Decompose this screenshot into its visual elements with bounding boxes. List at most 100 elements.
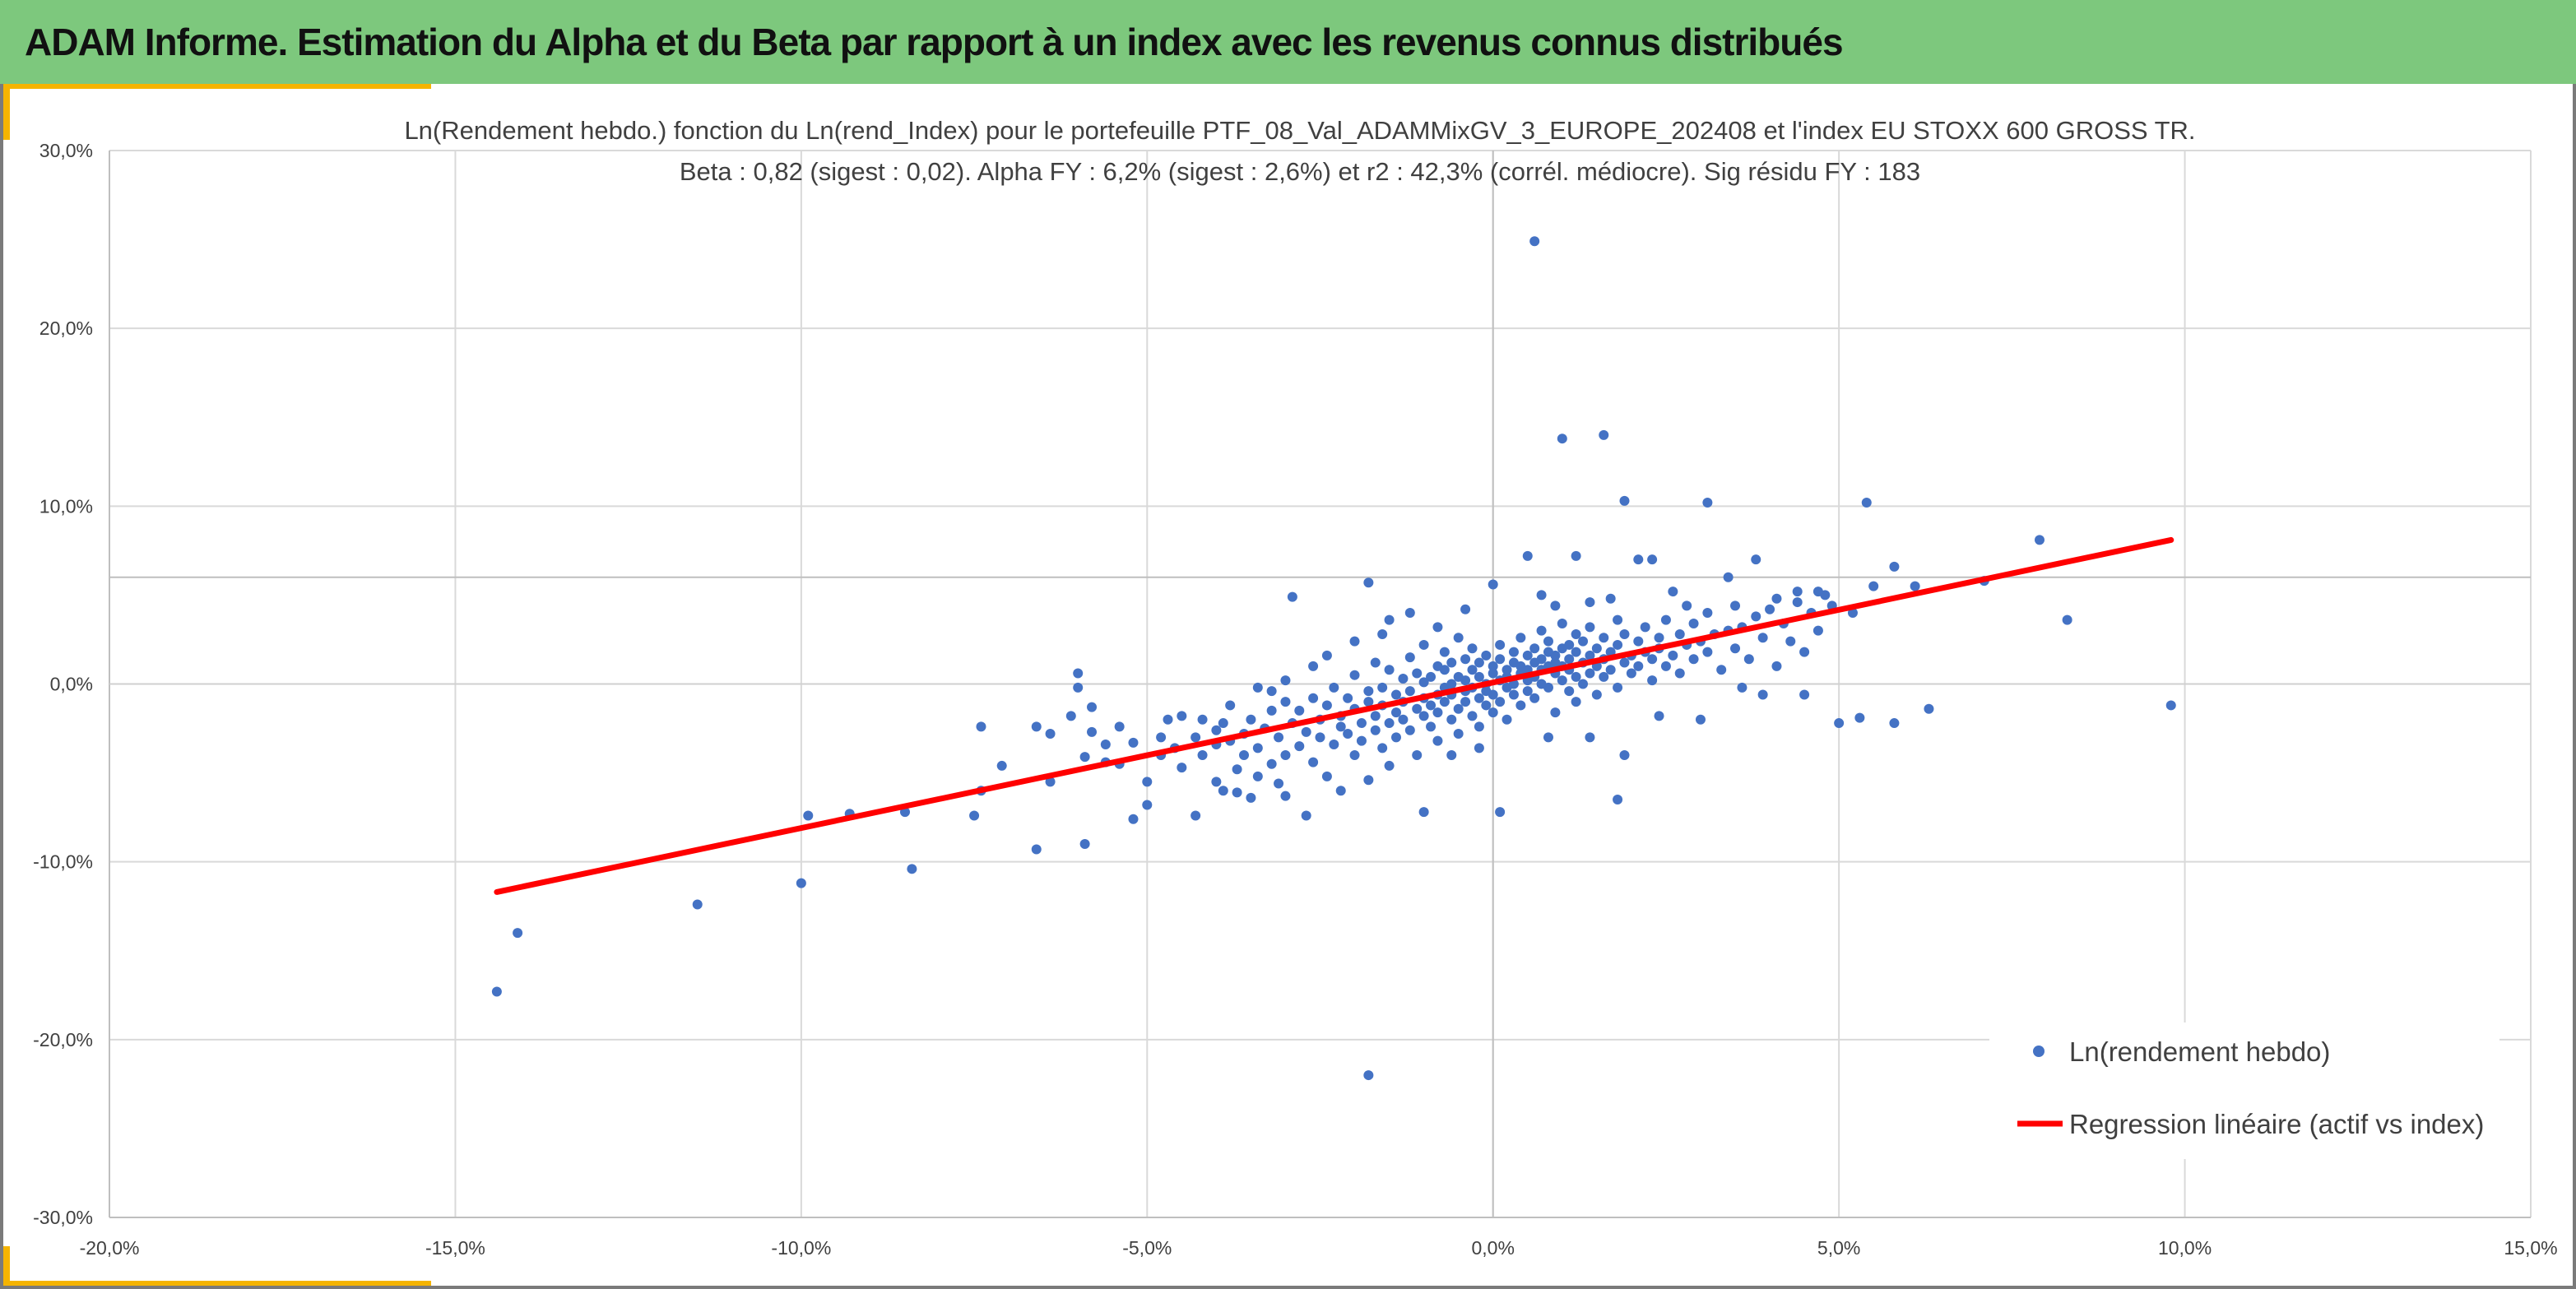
legend-label-regression: Regression linéaire (actif vs index) bbox=[2069, 1109, 2484, 1139]
data-point bbox=[1536, 590, 1547, 600]
data-point bbox=[1792, 597, 1803, 608]
y-tick-label: -20,0% bbox=[33, 1029, 93, 1050]
data-point bbox=[1792, 587, 1803, 597]
data-point bbox=[1460, 697, 1471, 707]
data-point bbox=[1398, 674, 1409, 684]
data-point bbox=[1585, 650, 1595, 661]
data-point bbox=[1571, 647, 1581, 657]
data-point bbox=[1232, 787, 1242, 798]
data-point bbox=[1619, 495, 1630, 506]
x-tick-label: -10,0% bbox=[771, 1237, 831, 1259]
data-point bbox=[1743, 654, 1754, 665]
data-point bbox=[1515, 633, 1526, 643]
data-point bbox=[1274, 732, 1284, 743]
data-point bbox=[803, 810, 814, 821]
data-point bbox=[1854, 712, 1865, 723]
data-point bbox=[1564, 639, 1575, 650]
y-tick-label: -30,0% bbox=[33, 1207, 93, 1228]
data-point bbox=[1571, 671, 1581, 682]
data-point bbox=[1211, 777, 1222, 787]
accent-bar-bottom bbox=[3, 1281, 431, 1286]
data-point bbox=[1446, 749, 1457, 760]
data-point bbox=[1404, 686, 1415, 697]
data-point bbox=[1418, 807, 1429, 818]
data-point bbox=[1363, 1070, 1374, 1081]
data-point bbox=[1564, 686, 1575, 697]
data-point bbox=[1834, 718, 1845, 729]
legend: Ln(rendement hebdo) Regression linéaire … bbox=[1989, 1022, 2499, 1159]
data-point bbox=[1488, 707, 1498, 718]
data-point bbox=[1757, 633, 1768, 643]
data-point bbox=[1426, 671, 1437, 682]
data-point bbox=[1252, 771, 1263, 781]
data-point bbox=[1751, 611, 1761, 622]
data-point bbox=[1384, 718, 1395, 729]
data-point bbox=[1495, 697, 1506, 707]
data-point bbox=[1384, 614, 1395, 625]
data-point bbox=[1432, 735, 1443, 746]
data-point bbox=[1156, 732, 1167, 743]
data-point bbox=[1585, 597, 1595, 608]
data-point bbox=[1488, 579, 1498, 590]
data-point bbox=[1716, 665, 1727, 675]
data-point bbox=[1191, 810, 1201, 821]
x-tick-label: -5,0% bbox=[1122, 1237, 1172, 1259]
header-banner: ADAM Informe. Estimation du Alpha et du … bbox=[0, 0, 2576, 84]
data-point bbox=[1613, 639, 1623, 650]
data-point bbox=[1640, 622, 1650, 633]
data-point bbox=[1695, 714, 1706, 725]
x-tick-label: -15,0% bbox=[425, 1237, 485, 1259]
data-point bbox=[1031, 844, 1042, 855]
data-point bbox=[1363, 697, 1374, 707]
tick-labels: -30,0% -20,0% -10,0% 0,0% 10,0% 20,0% 30,0% -20… bbox=[33, 140, 2557, 1259]
x-tick-label: -20,0% bbox=[80, 1237, 140, 1259]
data-point bbox=[1266, 686, 1277, 697]
data-point bbox=[1280, 675, 1291, 686]
data-point bbox=[1529, 236, 1540, 247]
data-point bbox=[1280, 749, 1291, 760]
legend-background bbox=[1989, 1022, 2499, 1159]
data-point bbox=[1329, 739, 1339, 749]
data-point bbox=[1633, 661, 1644, 671]
x-tick-label: 5,0% bbox=[1817, 1237, 1860, 1259]
data-point bbox=[1266, 705, 1277, 716]
data-point bbox=[1246, 792, 1256, 803]
data-point bbox=[1329, 682, 1339, 693]
data-point bbox=[1474, 693, 1484, 703]
data-point bbox=[907, 864, 917, 874]
x-tick-label: 0,0% bbox=[1471, 1237, 1514, 1259]
data-point bbox=[1771, 593, 1782, 604]
data-point bbox=[1474, 671, 1484, 682]
data-point bbox=[1599, 633, 1609, 643]
data-point bbox=[1453, 633, 1464, 643]
data-point bbox=[1737, 682, 1748, 693]
data-point bbox=[1543, 732, 1553, 743]
data-point bbox=[1578, 636, 1589, 647]
data-point bbox=[1599, 429, 1609, 440]
data-point bbox=[1384, 665, 1395, 675]
data-point bbox=[1757, 689, 1768, 700]
data-point bbox=[1439, 647, 1450, 657]
data-point bbox=[1335, 786, 1346, 796]
data-point bbox=[1605, 593, 1616, 604]
data-point bbox=[1065, 711, 1076, 721]
report-title: ADAM Informe. Estimation du Alpha et du … bbox=[25, 21, 1844, 63]
data-point bbox=[1861, 498, 1872, 508]
data-point bbox=[1543, 636, 1553, 647]
data-point bbox=[2034, 535, 2045, 545]
data-point bbox=[1619, 657, 1630, 668]
data-point bbox=[1363, 686, 1374, 697]
data-point bbox=[1765, 604, 1775, 614]
data-point bbox=[1702, 608, 1713, 619]
data-point bbox=[1495, 654, 1506, 665]
data-point bbox=[1246, 714, 1256, 725]
data-point bbox=[1619, 628, 1630, 639]
data-point bbox=[1412, 668, 1423, 679]
data-point bbox=[1889, 718, 1900, 729]
data-point bbox=[1557, 434, 1567, 444]
data-point bbox=[1384, 760, 1395, 771]
data-point bbox=[1481, 700, 1492, 711]
data-point bbox=[1114, 721, 1125, 732]
data-point bbox=[1571, 697, 1581, 707]
y-tick-label: 10,0% bbox=[39, 495, 93, 517]
